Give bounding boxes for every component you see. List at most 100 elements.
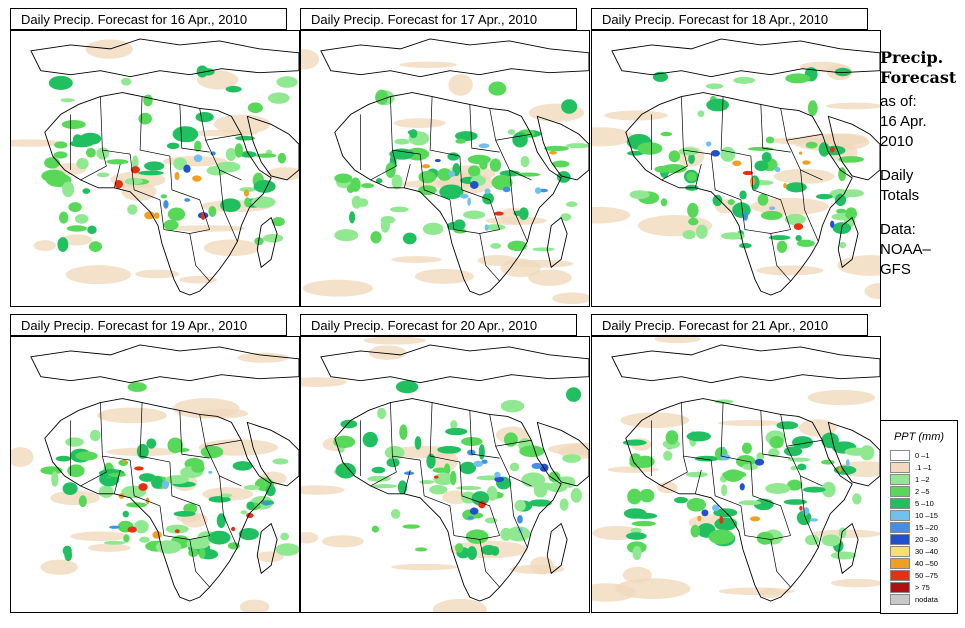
- precip-blob: [787, 479, 803, 491]
- legend-label: 0 –1: [915, 450, 930, 460]
- precip-blob: [11, 139, 65, 147]
- precip-core: [705, 141, 712, 147]
- country-border: [800, 169, 819, 242]
- precip-blob: [216, 513, 226, 529]
- precip-blob: [62, 181, 75, 198]
- precip-blob: [414, 268, 474, 284]
- precip-field: [592, 61, 880, 300]
- precip-core: [174, 171, 180, 181]
- precip-blob: [627, 488, 642, 505]
- precip-blob: [165, 524, 189, 534]
- precip-blob: [124, 177, 143, 185]
- precip-blob: [712, 194, 723, 207]
- precip-blob: [453, 219, 466, 231]
- panel-title: Daily Precip. Forecast for 16 Apr., 2010: [10, 8, 287, 30]
- country-border: [449, 199, 500, 234]
- precip-blob: [340, 419, 358, 429]
- precip-blob: [334, 173, 353, 183]
- precip-blob: [836, 208, 847, 214]
- precip-blob: [155, 540, 182, 554]
- precip-blob: [301, 49, 320, 70]
- precip-blob: [253, 180, 276, 193]
- data-source-line1: NOAA–: [880, 241, 931, 258]
- precip-blob: [592, 206, 631, 224]
- precip-core: [403, 471, 415, 475]
- precip-blob: [821, 534, 841, 547]
- precip-blob: [360, 183, 375, 189]
- precip-core: [701, 509, 709, 517]
- legend-swatch: [890, 545, 910, 557]
- precip-blob: [783, 499, 808, 505]
- legend-swatch: [890, 461, 910, 473]
- side-title-line1: Precip.: [880, 48, 944, 67]
- precip-blob: [738, 500, 762, 506]
- precip-blob: [760, 210, 783, 221]
- legend-item: 0 –1: [881, 449, 957, 461]
- precip-blob: [240, 510, 248, 515]
- legend-label: 10 –15: [915, 510, 938, 520]
- precip-blob: [422, 222, 444, 236]
- precip-blob: [58, 211, 69, 224]
- precip-blob: [833, 465, 857, 475]
- precip-blob: [166, 142, 180, 150]
- europe-outline: [320, 344, 589, 384]
- data-label: Data:: [880, 221, 916, 238]
- country-border: [139, 402, 170, 463]
- precip-blob: [807, 100, 818, 116]
- africa-outline: [625, 398, 853, 602]
- precip-blob: [463, 210, 486, 220]
- precip-blob: [629, 453, 642, 466]
- precip-blob: [40, 559, 78, 575]
- precip-blob: [33, 240, 57, 252]
- precip-blob: [215, 161, 241, 173]
- precip-blob: [722, 470, 747, 479]
- precip-blob: [415, 547, 428, 552]
- arabia-outline: [536, 421, 589, 487]
- precip-blob: [632, 545, 642, 561]
- legend-label: nodata: [915, 594, 938, 604]
- precip-blob: [663, 450, 673, 461]
- precip-core: [783, 182, 787, 189]
- precip-blob: [607, 466, 659, 473]
- precip-core: [484, 224, 489, 231]
- precip-blob: [639, 488, 655, 503]
- precip-blob: [756, 531, 774, 545]
- precip-blob: [841, 189, 864, 198]
- precip-blob: [244, 197, 251, 208]
- precip-core: [469, 507, 479, 515]
- precip-blob: [804, 534, 820, 546]
- precip-blob: [682, 229, 696, 240]
- precip-core: [549, 150, 557, 155]
- precip-blob: [559, 498, 569, 511]
- precip-blob: [172, 126, 199, 143]
- precip-blob: [179, 275, 217, 284]
- precip-blob: [65, 265, 132, 285]
- precip-blob: [838, 167, 847, 182]
- precip-blob: [201, 68, 215, 76]
- precip-blob: [250, 196, 276, 208]
- precip-blob: [674, 496, 688, 504]
- precip-core: [481, 459, 488, 464]
- precip-blob: [727, 199, 735, 206]
- precip-blob: [485, 216, 547, 225]
- precip-blob: [491, 174, 513, 191]
- precip-blob: [11, 447, 34, 467]
- madagascar-outline: [837, 522, 859, 575]
- precip-field: [11, 352, 299, 612]
- daily-label-line2: Totals: [880, 187, 920, 204]
- country-border: [509, 169, 528, 242]
- legend-swatch: [890, 533, 910, 545]
- precip-blob: [195, 112, 214, 123]
- precip-core: [183, 164, 191, 173]
- precip-blob: [787, 457, 811, 462]
- precip-core: [742, 211, 749, 221]
- precip-blob: [426, 453, 436, 469]
- precip-blob: [654, 165, 672, 173]
- precip-blob: [167, 207, 186, 221]
- precip-map: [591, 336, 881, 613]
- precip-blob: [173, 157, 188, 170]
- legend-swatch: [890, 509, 910, 521]
- precip-core: [502, 186, 511, 193]
- precip-core: [531, 462, 543, 470]
- precip-blob: [686, 497, 707, 512]
